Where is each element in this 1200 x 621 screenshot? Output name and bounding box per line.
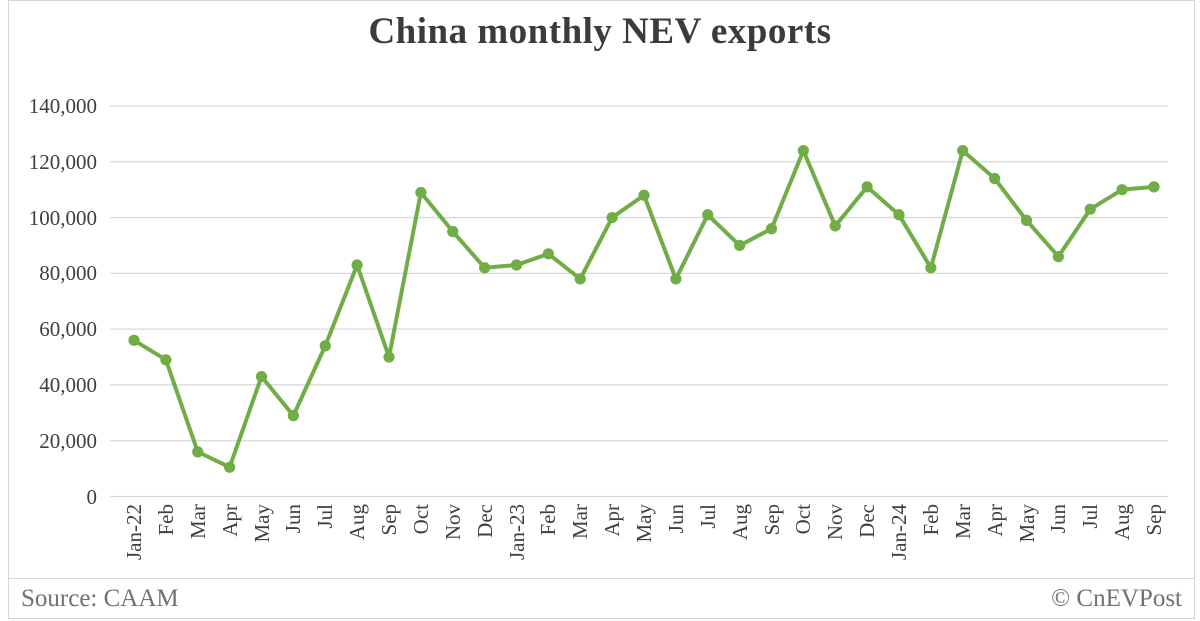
x-axis-tick-label: Jan-23 bbox=[504, 504, 529, 560]
y-axis-tick-label: 100,000 bbox=[28, 205, 97, 230]
x-axis-tick-label: Mar bbox=[950, 504, 975, 539]
y-axis-tick-label: 40,000 bbox=[39, 372, 97, 397]
data-point bbox=[765, 223, 778, 235]
x-axis-tick-label: Oct bbox=[791, 504, 816, 535]
x-axis-tick-label: Jun bbox=[1046, 504, 1071, 534]
data-point bbox=[957, 145, 969, 157]
copyright-label: © CnEVPost bbox=[1051, 584, 1182, 612]
x-axis-tick-label: Feb bbox=[536, 504, 561, 536]
data-point bbox=[925, 262, 937, 274]
x-axis-tick-label: Mar bbox=[185, 504, 210, 539]
x-axis-tick-label: Jun bbox=[663, 504, 688, 534]
data-point bbox=[1148, 181, 1160, 193]
data-point bbox=[1084, 203, 1096, 215]
x-axis-tick-label: Jul bbox=[313, 504, 338, 529]
data-point bbox=[447, 225, 459, 238]
x-axis-tick-label: Aug bbox=[345, 504, 370, 541]
data-point bbox=[510, 259, 523, 271]
data-point bbox=[479, 262, 491, 274]
data-point bbox=[1116, 184, 1128, 196]
data-point bbox=[351, 259, 363, 271]
data-point bbox=[989, 172, 1001, 185]
data-point bbox=[542, 248, 554, 260]
x-axis-tick-label: May bbox=[632, 504, 656, 543]
x-axis-tick-label: Aug bbox=[727, 504, 752, 541]
data-point bbox=[829, 220, 841, 232]
y-axis-tick-label: 120,000 bbox=[28, 149, 97, 174]
x-axis-tick-label: Feb bbox=[918, 504, 943, 536]
x-axis-tick-label: Jan-24 bbox=[887, 504, 911, 560]
x-axis-tick-label: Nov bbox=[823, 504, 848, 541]
x-axis-tick-label: Sep bbox=[1142, 504, 1166, 536]
data-point bbox=[702, 209, 714, 221]
data-point bbox=[893, 209, 905, 221]
data-point bbox=[128, 334, 140, 346]
x-axis-tick-label: May bbox=[249, 504, 274, 543]
x-axis-tick-label: Nov bbox=[440, 504, 465, 541]
data-point bbox=[1052, 251, 1064, 263]
x-axis-tick-label: Feb bbox=[153, 504, 178, 536]
data-point bbox=[734, 239, 746, 252]
x-axis-tick-label: Jul bbox=[695, 504, 720, 529]
data-point bbox=[319, 340, 331, 352]
data-point bbox=[192, 446, 204, 458]
x-axis-tick-label: Dec bbox=[472, 504, 497, 538]
x-axis-tick-label: Jan-22 bbox=[122, 504, 146, 560]
x-axis-tick-label: Sep bbox=[377, 504, 401, 536]
data-point bbox=[224, 461, 236, 473]
x-axis-tick-label: Jul bbox=[1078, 504, 1103, 529]
data-point bbox=[383, 351, 395, 363]
y-axis-tick-label: 60,000 bbox=[39, 317, 97, 342]
x-axis-tick-label: Aug bbox=[1110, 504, 1135, 541]
y-axis-tick-label: 0 bbox=[86, 484, 98, 509]
x-axis-tick-label: Apr bbox=[217, 504, 242, 537]
data-point bbox=[287, 410, 299, 422]
x-axis-tick-label: Mar bbox=[568, 504, 593, 539]
data-point bbox=[670, 273, 682, 285]
y-axis-tick-label: 20,000 bbox=[39, 428, 97, 453]
y-axis-tick-label: 80,000 bbox=[39, 261, 97, 286]
data-point bbox=[415, 186, 427, 199]
y-axis-tick-label: 140,000 bbox=[28, 94, 97, 118]
data-point bbox=[797, 145, 809, 157]
x-axis-tick-label: Dec bbox=[855, 504, 880, 538]
x-axis-tick-label: Oct bbox=[408, 504, 433, 535]
data-point bbox=[574, 273, 586, 285]
data-point bbox=[606, 211, 618, 224]
data-point bbox=[1020, 214, 1033, 226]
data-point bbox=[638, 189, 650, 201]
x-axis-tick-label: Sep bbox=[759, 504, 784, 536]
x-axis-tick-label: Jun bbox=[281, 504, 306, 534]
chart-footer: Source: CAAM © CnEVPost bbox=[8, 578, 1195, 618]
chart-title: China monthly NEV exports bbox=[368, 11, 832, 52]
data-point bbox=[160, 354, 172, 366]
data-point bbox=[861, 181, 873, 193]
x-axis-tick-label: May bbox=[1014, 504, 1039, 543]
x-axis-tick-label: Apr bbox=[600, 504, 625, 537]
data-point bbox=[255, 370, 268, 383]
source-label: Source: CAAM bbox=[21, 584, 179, 612]
x-axis-tick-label: Apr bbox=[982, 504, 1007, 537]
